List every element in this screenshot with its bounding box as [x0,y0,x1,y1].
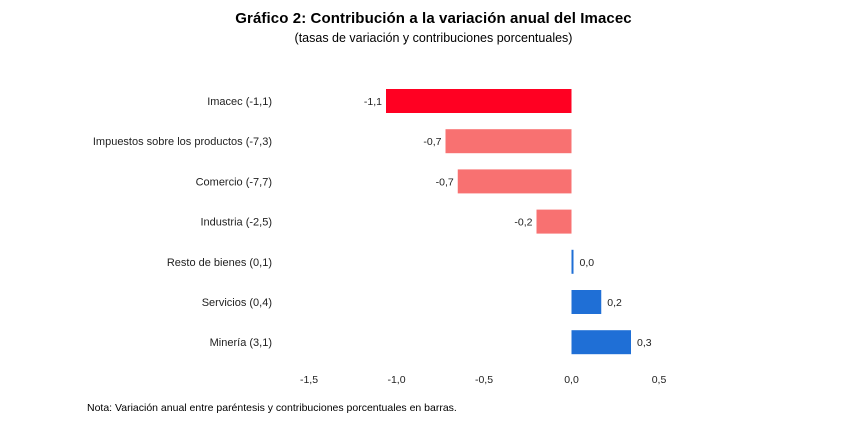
x-tick-label: -1,0 [387,374,405,386]
data-label: -0,7 [423,136,441,148]
category-label: Comercio (-7,7) [196,176,272,188]
bar [536,209,572,234]
x-tick-label: -0,5 [475,374,493,386]
category-label: Resto de bienes (0,1) [167,257,272,269]
data-label: 0,2 [607,297,622,309]
data-label: -1,1 [364,96,382,108]
bar [386,89,572,113]
bar [457,169,572,194]
data-label: 0,3 [637,337,652,349]
bar [571,290,602,314]
x-tick-label: 0,0 [564,374,579,386]
category-label: Minería (3,1) [210,337,272,349]
bar [571,249,574,274]
category-label: Industria (-2,5) [200,217,272,229]
x-tick-label: 0,5 [652,374,667,386]
data-label: -0,2 [514,217,532,229]
data-label: 0,0 [580,257,595,269]
chart-title: Gráfico 2: Contribución a la variación a… [235,10,632,27]
bar [445,129,572,154]
x-tick-label: -1,5 [300,374,318,386]
chart-note: Nota: Variación anual entre paréntesis y… [87,402,457,414]
category-label: Servicios (0,4) [202,297,272,309]
bar [571,330,631,355]
category-label: Impuestos sobre los productos (-7,3) [93,136,272,148]
chart-subtitle: (tasas de variación y contribuciones por… [294,31,573,45]
category-label: Imacec (-1,1) [207,96,272,108]
data-label: -0,7 [436,176,454,188]
